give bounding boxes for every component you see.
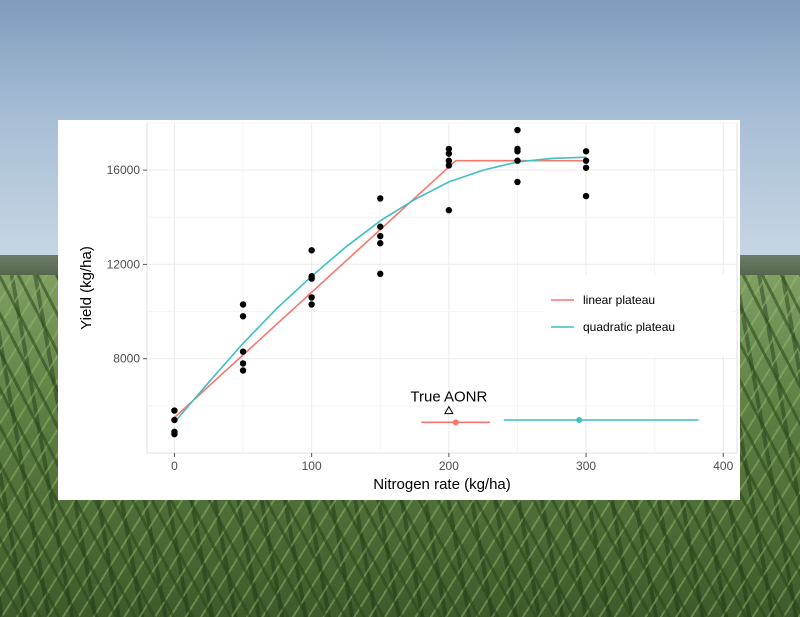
data-point bbox=[445, 150, 453, 157]
data-point bbox=[514, 157, 521, 164]
data-point bbox=[239, 367, 247, 374]
data-point bbox=[308, 247, 315, 254]
true-aonr-label: True AONR bbox=[410, 389, 487, 406]
x-tick-label: 300 bbox=[576, 459, 596, 473]
data-point bbox=[239, 360, 247, 367]
data-point bbox=[377, 240, 384, 247]
data-point bbox=[582, 192, 590, 200]
x-tick-label: 400 bbox=[713, 459, 733, 473]
true-aonr-annotation: True AONR bbox=[410, 389, 488, 415]
x-axis-title: Nitrogen rate (kg/ha) bbox=[373, 476, 511, 493]
y-tick-label: 12000 bbox=[107, 257, 141, 271]
data-point bbox=[514, 126, 521, 134]
aonr-estimates bbox=[421, 417, 699, 426]
y-axis-ticks: 8000 12000 16000 bbox=[107, 163, 147, 366]
data-point bbox=[171, 407, 178, 414]
x-tick-label: 200 bbox=[439, 459, 459, 473]
data-point bbox=[582, 148, 590, 155]
data-point bbox=[377, 232, 384, 240]
legend-label-linear-plateau: linear plateau bbox=[583, 293, 655, 307]
data-point bbox=[308, 275, 315, 282]
y-tick-label: 16000 bbox=[107, 163, 141, 177]
y-axis-title: Yield (kg/ha) bbox=[78, 246, 95, 330]
legend-box bbox=[544, 275, 730, 355]
y-tick-label: 8000 bbox=[113, 352, 140, 366]
data-point bbox=[308, 294, 315, 301]
x-tick-label: 100 bbox=[302, 459, 322, 473]
data-point bbox=[377, 270, 384, 278]
data-point bbox=[308, 301, 315, 308]
data-point bbox=[377, 223, 384, 230]
aonr-point-linear-plateau bbox=[452, 419, 459, 426]
data-points bbox=[171, 126, 590, 438]
data-point bbox=[171, 430, 178, 438]
x-tick-label: 0 bbox=[171, 459, 178, 473]
data-point bbox=[239, 313, 247, 320]
data-point bbox=[582, 164, 590, 171]
legend: linear plateau quadratic plateau bbox=[544, 275, 730, 355]
series-line-linear-plateau bbox=[173, 159, 587, 419]
aonr-point-quadratic-plateau bbox=[576, 417, 583, 423]
legend-label-quadratic-plateau: quadratic plateau bbox=[583, 320, 675, 334]
chart-panel: 0 100 200 300 400 8000 12000 16000 True AONR l… bbox=[58, 120, 740, 500]
x-axis-ticks: 0 100 200 300 400 bbox=[171, 453, 734, 473]
data-point bbox=[514, 178, 521, 186]
data-point bbox=[445, 162, 453, 169]
yield-chart: 0 100 200 300 400 8000 12000 16000 True AONR l… bbox=[78, 122, 738, 493]
data-point bbox=[377, 195, 384, 202]
data-point bbox=[239, 301, 247, 308]
data-point bbox=[445, 145, 453, 153]
true-aonr-triangle-icon bbox=[443, 405, 454, 415]
data-point bbox=[582, 157, 590, 164]
data-point bbox=[445, 207, 453, 214]
data-point bbox=[171, 416, 178, 424]
data-point bbox=[514, 148, 521, 155]
data-point bbox=[445, 157, 453, 164]
data-point bbox=[239, 348, 247, 355]
